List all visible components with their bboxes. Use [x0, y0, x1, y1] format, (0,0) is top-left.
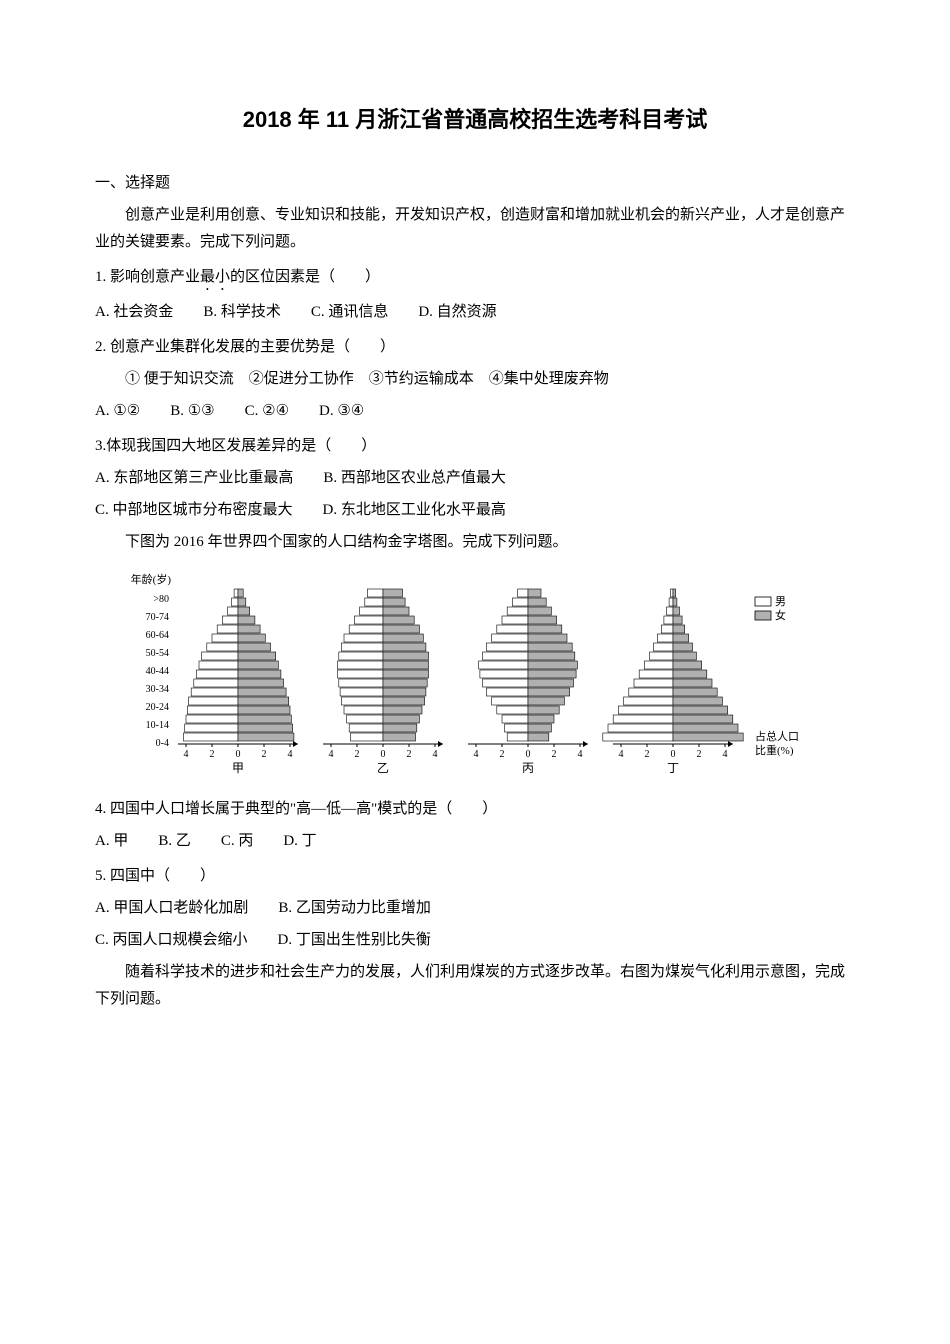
svg-text:4: 4	[723, 749, 728, 760]
svg-text:2: 2	[262, 749, 267, 760]
svg-text:>80: >80	[153, 594, 169, 605]
svg-text:男: 男	[775, 596, 786, 608]
q1-suffix: 的区位因素是（ ）	[230, 269, 380, 285]
svg-text:2: 2	[407, 749, 412, 760]
svg-text:2: 2	[355, 749, 360, 760]
svg-text:乙: 乙	[377, 761, 389, 775]
section-header: 一、选择题	[95, 170, 855, 197]
q5-options-line1: A. 甲国人口老龄化加剧 B. 乙国劳动力比重增加	[95, 895, 855, 922]
q4-options: A. 甲 B. 乙 C. 丙 D. 丁	[95, 828, 855, 855]
svg-text:60-64: 60-64	[146, 630, 169, 641]
svg-text:占总人口: 占总人口	[755, 729, 799, 743]
svg-text:20-24: 20-24	[146, 702, 169, 713]
svg-text:比重(%): 比重(%)	[755, 743, 794, 757]
q3-options-line2: C. 中部地区城市分布密度最大 D. 东北地区工业化水平最高	[95, 497, 855, 524]
chart-intro: 下图为 2016 年世界四个国家的人口结构金字塔图。完成下列问题。	[95, 529, 855, 556]
svg-text:0: 0	[671, 749, 676, 760]
svg-text:甲: 甲	[232, 761, 244, 775]
svg-text:0-4: 0-4	[156, 738, 169, 749]
q2-sub-options: ① 便于知识交流 ②促进分工协作 ③节约运输成本 ④集中处理废弃物	[95, 366, 855, 393]
svg-text:女: 女	[775, 608, 786, 622]
document-title: 2018 年 11 月浙江省普通高校招生选考科目考试	[95, 100, 855, 140]
svg-text:2: 2	[645, 749, 650, 760]
question-5: 5. 四国中（ ）	[95, 863, 855, 890]
svg-text:4: 4	[474, 749, 479, 760]
svg-text:2: 2	[697, 749, 702, 760]
svg-text:4: 4	[433, 749, 438, 760]
svg-text:4: 4	[578, 749, 583, 760]
svg-text:2: 2	[500, 749, 505, 760]
svg-text:70-74: 70-74	[146, 612, 169, 623]
question-1: 1. 影响创意产业最小的区位因素是（ ）	[95, 264, 855, 294]
svg-text:0: 0	[236, 749, 241, 760]
svg-text:4: 4	[184, 749, 189, 760]
svg-text:40-44: 40-44	[146, 666, 169, 677]
population-pyramid-chart: 年龄(岁)>8070-7460-6450-5440-4430-3420-2410…	[95, 571, 855, 781]
question-3: 3.体现我国四大地区发展差异的是（ ）	[95, 433, 855, 460]
intro-paragraph: 创意产业是利用创意、专业知识和技能，开发知识产权，创造财富和增加就业机会的新兴产…	[95, 202, 855, 256]
question-4: 4. 四国中人口增长属于典型的"高—低—高"模式的是（ ）	[95, 796, 855, 823]
svg-text:丙: 丙	[522, 761, 534, 775]
svg-text:0: 0	[381, 749, 386, 760]
svg-text:丁: 丁	[667, 761, 679, 775]
svg-text:0: 0	[526, 749, 531, 760]
q2-options: A. ①② B. ①③ C. ②④ D. ③④	[95, 398, 855, 425]
question-2: 2. 创意产业集群化发展的主要优势是（ ）	[95, 334, 855, 361]
svg-text:50-54: 50-54	[146, 648, 169, 659]
q3-options-line1: A. 东部地区第三产业比重最高 B. 西部地区农业总产值最大	[95, 465, 855, 492]
svg-text:30-34: 30-34	[146, 684, 169, 695]
paragraph-2: 随着科学技术的进步和社会生产力的发展，人们利用煤炭的方式逐步改革。右图为煤炭气化…	[95, 959, 855, 1013]
svg-text:2: 2	[210, 749, 215, 760]
svg-text:4: 4	[619, 749, 624, 760]
svg-text:2: 2	[552, 749, 557, 760]
svg-text:10-14: 10-14	[146, 720, 169, 731]
q1-options: A. 社会资金 B. 科学技术 C. 通讯信息 D. 自然资源	[95, 299, 855, 326]
svg-text:年龄(岁): 年龄(岁)	[131, 572, 172, 586]
q5-options-line2: C. 丙国人口规模会缩小 D. 丁国出生性别比失衡	[95, 927, 855, 954]
svg-text:4: 4	[288, 749, 293, 760]
svg-text:4: 4	[329, 749, 334, 760]
q1-prefix: 1. 影响创意产业	[95, 269, 200, 285]
q1-emphasis: 最小	[200, 269, 230, 285]
